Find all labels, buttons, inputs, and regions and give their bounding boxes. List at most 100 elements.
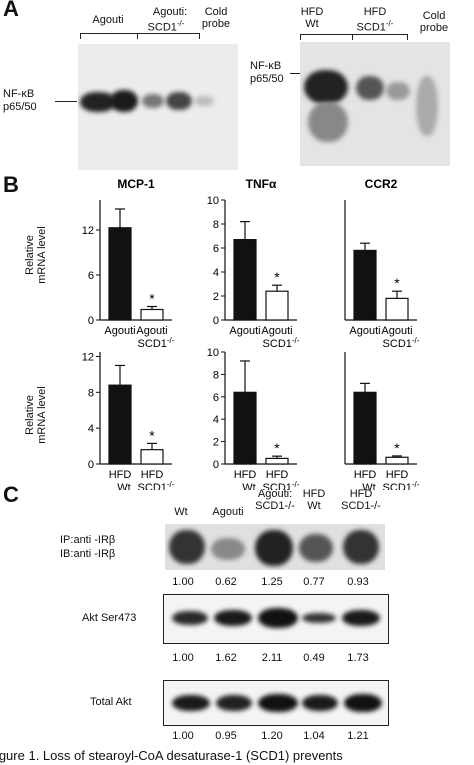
bar [108,384,132,465]
chart-title: MCP-1 [117,177,155,191]
band [214,610,252,626]
lane-label: Wt [305,18,319,30]
akt-label: Akt Ser473 [82,612,137,624]
ib-label: IB:anti -IRβ [60,548,116,560]
significance-star: * [274,269,280,285]
band [142,94,164,108]
y-tick-label: 10 [207,195,219,207]
y-tick-label: 12 [82,351,94,363]
band [258,694,298,712]
lane-label: SCD1-/- [356,19,394,34]
y-tick-label: 6 [213,243,219,255]
lane-label: HFD [349,488,373,500]
bar [353,391,377,465]
band [356,76,384,100]
y-tick-label: 4 [88,423,94,435]
bar [385,297,409,321]
y-tick-label: 6 [213,392,219,404]
axis-label: NF-κB [3,88,35,100]
band [110,90,138,112]
x-tick-label: SCD1-/- [138,336,175,350]
band [416,76,438,136]
lane-label: probe [201,18,231,30]
band [304,70,348,104]
ir-blot [165,524,385,570]
significance-star: * [149,291,155,307]
y-tick-label: 2 [213,291,219,303]
significance-star: * [394,275,400,291]
x-tick-label: Wt [117,482,130,490]
x-tick-label: SCD1-/- [138,480,175,490]
x-tick-label: SCD1-/- [383,336,420,350]
x-tick-label: HFD [109,469,132,481]
bar [140,449,164,465]
lane-label: Cold [204,6,228,18]
total-akt-label: Total Akt [90,696,132,708]
significance-star: * [149,427,155,443]
significance-star: * [274,440,280,456]
band [308,102,348,142]
lane-label: Wt [307,500,321,512]
y-tick-label: 4 [213,267,219,279]
bar-charts: MCP-10612Agouti*AgoutiSCD1-/-TNFα0246810… [82,177,420,490]
band [302,695,338,711]
quant-value: 1.00 [172,652,194,664]
bracket-tick [137,33,139,39]
quant-value: 1.73 [347,652,369,664]
quant-value: 0.49 [303,652,325,664]
band [386,82,410,100]
quant-value: 1.20 [261,730,283,742]
x-tick-label: Agouti [381,325,412,337]
x-tick-label: Wt [362,482,375,490]
y-tick-label: 8 [213,219,219,231]
bar [233,238,257,321]
lane-label: SCD1-/- [255,500,295,512]
lane-label: HFD [363,6,387,18]
x-tick-label: HFD [234,469,257,481]
emsa-blot-right [300,42,450,166]
lane-label: Agouti [92,14,124,26]
band [172,695,210,711]
axis-label: p65/50 [3,101,37,113]
band [194,96,214,106]
lane-label: SCD1-/- [147,19,185,34]
band [299,534,333,562]
quant-value: 1.25 [261,576,283,588]
x-tick-label: HFD [266,469,289,481]
lane-label: HFD [302,488,326,500]
band [302,613,336,623]
y-tick-label: 0 [88,459,94,471]
quant-value: 1.62 [215,652,237,664]
bar [140,308,164,321]
band [255,530,293,566]
bracket-tick [407,34,409,40]
quant-value: 0.77 [303,576,325,588]
panel-c-label: C [3,482,19,507]
y-tick-label: 8 [213,369,219,381]
bar [265,457,289,465]
y-tick-label: 10 [207,347,219,359]
band [216,695,252,711]
band [166,92,192,110]
x-tick-label: SCD1-/- [263,480,300,490]
y-tick-label: 0 [88,315,94,327]
x-tick-label: Agouti [136,325,167,337]
quant-value: 0.95 [215,730,237,742]
axis-pointer [290,73,304,75]
y-tick-label: 6 [88,270,94,282]
emsa-blot-left [78,44,238,170]
x-tick-label: Agouti [261,325,292,337]
quant-value: 1.00 [172,576,194,588]
x-tick-label: SCD1-/- [383,480,420,490]
quant-value: 2.11 [261,652,283,664]
x-tick-label: Agouti [349,325,380,337]
lane-label: Agouti: [152,6,188,18]
lane-label: Wt [174,506,188,518]
chart-title: CCR2 [365,177,398,191]
band [169,530,205,564]
band [342,610,380,626]
figure-caption: Figure 1. Loss of stearoyl-CoA desaturas… [0,748,343,763]
quant-value: 0.62 [215,576,237,588]
x-tick-label: HFD [354,469,377,481]
akt-blot [163,594,389,644]
